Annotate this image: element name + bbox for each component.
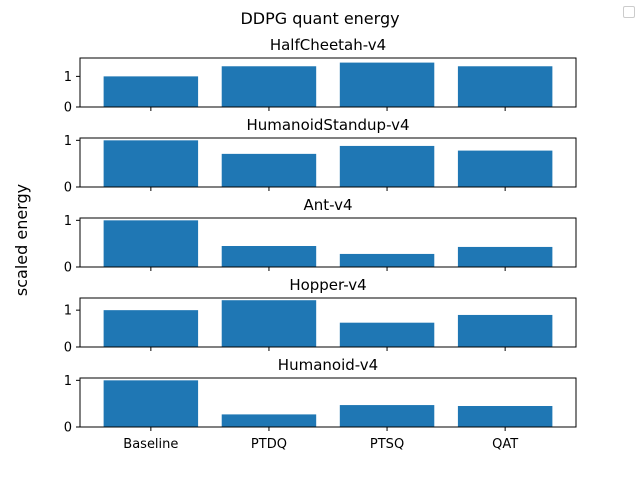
bar-ptdq [221, 66, 317, 107]
bar-baseline [103, 380, 199, 427]
bar-baseline [103, 76, 199, 107]
y-tick-label: 0 [64, 421, 72, 436]
subplot-2: HumanoidStandup-v4 0 1 [64, 116, 577, 196]
subplot-panels: HalfCheetah-v401HumanoidStandup-v401Ant-… [64, 36, 577, 452]
y-tick-label: 0 [64, 181, 72, 196]
y-tick-label: 1 [64, 374, 72, 389]
bar-ptdq [221, 300, 317, 347]
bar-ptdq [221, 246, 317, 267]
bar-baseline [103, 310, 199, 347]
axes-frame [79, 137, 577, 188]
bar-qat [457, 246, 553, 267]
y-tick-label: 1 [64, 304, 72, 319]
empty-legend-box [623, 6, 635, 18]
x-tick-label: PTSQ [370, 437, 404, 452]
axes-frame [79, 57, 577, 108]
bar-baseline [103, 220, 199, 267]
y-tick-label: 0 [64, 261, 72, 276]
bar-qat [457, 314, 553, 347]
bar-ptsq [339, 62, 435, 107]
figure-ylabel: scaled energy [12, 184, 31, 296]
y-tick-label: 1 [64, 134, 72, 149]
subplot-5: Humanoid-v4 0 1 Baseline PTDQ PTSQ QAT [64, 356, 577, 452]
subplot-title: HalfCheetah-v4 [270, 36, 386, 54]
bar-qat [457, 66, 553, 107]
y-tick-label: 1 [64, 70, 72, 85]
subplot-title: Ant-v4 [303, 196, 352, 214]
bar-qat [457, 406, 553, 427]
bar-ptdq [221, 414, 317, 427]
y-tick-label: 0 [64, 341, 72, 356]
subplot-title: HumanoidStandup-v4 [246, 116, 409, 134]
axes-frame [79, 217, 577, 268]
bar-ptsq [339, 253, 435, 267]
x-tick-label: Baseline [123, 437, 178, 452]
bar-ptsq [339, 322, 435, 347]
axes-frame [79, 377, 577, 428]
subplot-title: Humanoid-v4 [278, 356, 378, 374]
subplot-3: Ant-v4 0 1 [64, 196, 577, 276]
bar-ptdq [221, 153, 317, 187]
bar-ptsq [339, 405, 435, 427]
x-tick-label: QAT [492, 437, 518, 452]
y-tick-label: 1 [64, 214, 72, 229]
x-tick-label: PTDQ [251, 437, 287, 452]
y-tick-label: 0 [64, 101, 72, 116]
subplot-1: HalfCheetah-v4 0 1 [64, 36, 577, 116]
bar-ptsq [339, 145, 435, 187]
axes-frame [79, 297, 577, 348]
bar-qat [457, 150, 553, 187]
subplot-4: Hopper-v4 0 1 [64, 276, 577, 356]
figure-suptitle: DDPG quant energy [240, 9, 399, 28]
subplot-title: Hopper-v4 [289, 276, 366, 294]
bar-baseline [103, 140, 199, 187]
